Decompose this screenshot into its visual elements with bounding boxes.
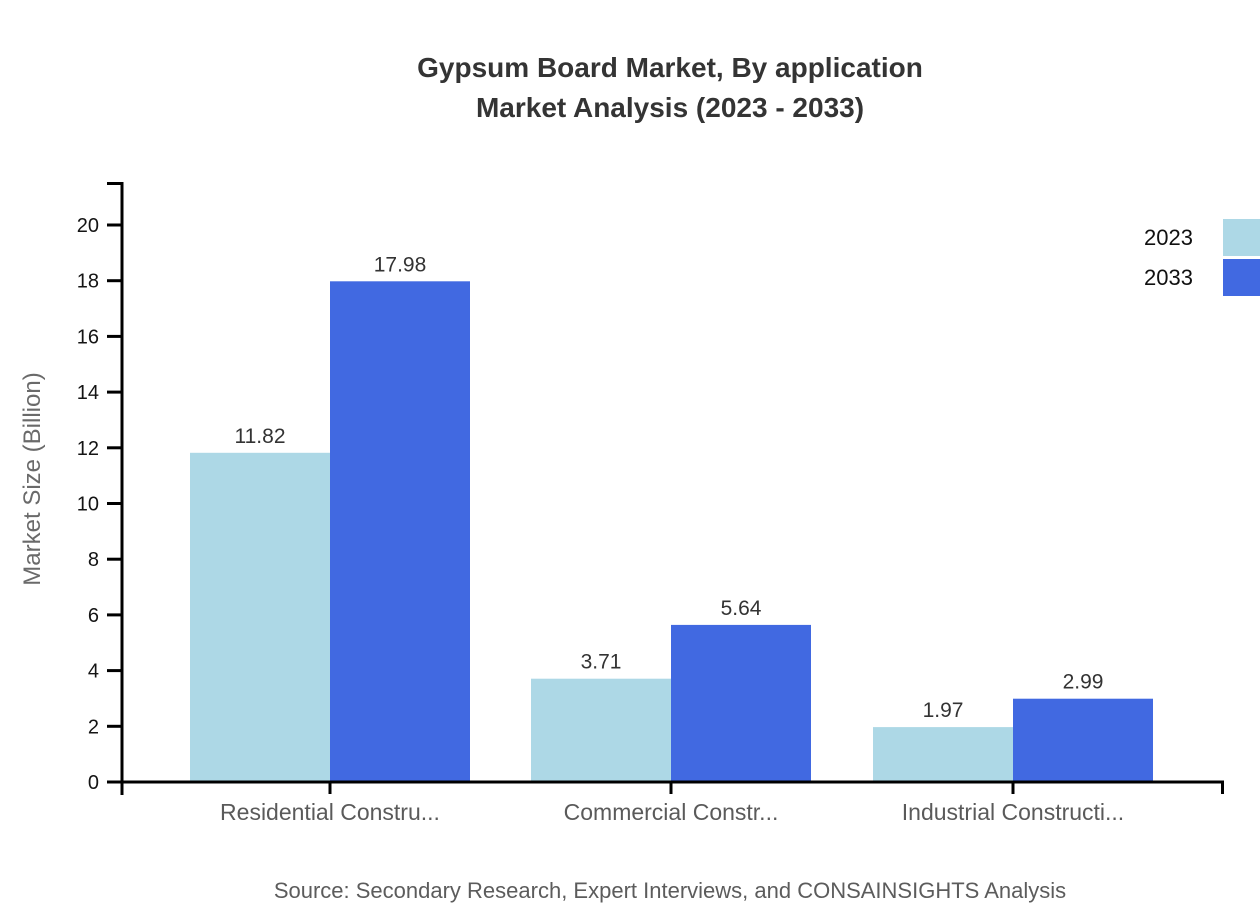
chart-title-line2: Market Analysis (2023 - 2033) bbox=[475, 92, 865, 123]
bar-value-label: 11.82 bbox=[235, 425, 286, 448]
y-tick-label: 20 bbox=[77, 215, 99, 237]
legend-item-2033: 2033 bbox=[1144, 259, 1260, 296]
legend: 2023 2033 bbox=[1144, 219, 1260, 296]
y-tick-label: 16 bbox=[77, 326, 99, 348]
bar-2033-cat2 bbox=[1013, 698, 1153, 782]
bar-2023-cat0 bbox=[190, 452, 330, 782]
y-tick-label: 0 bbox=[88, 772, 99, 794]
x-category-label: Commercial Constr... bbox=[564, 799, 779, 825]
bar-value-label: 1.97 bbox=[923, 699, 964, 722]
y-axis-label: Market Size (Billion) bbox=[19, 372, 46, 586]
legend-swatch-2033-icon bbox=[1223, 259, 1260, 296]
bar-value-label: 17.98 bbox=[374, 253, 427, 276]
bar-2023-cat1 bbox=[531, 678, 671, 782]
legend-label-2023: 2023 bbox=[1144, 224, 1193, 250]
y-tick-label: 6 bbox=[88, 605, 99, 627]
y-tick-label: 18 bbox=[77, 271, 99, 293]
y-tick-label: 10 bbox=[77, 494, 99, 516]
bar-2033-cat1 bbox=[671, 624, 811, 782]
y-tick-label: 4 bbox=[88, 661, 99, 683]
y-tick-label: 8 bbox=[88, 549, 99, 571]
bar-2033-cat0 bbox=[330, 281, 470, 782]
bar-value-label: 2.99 bbox=[1063, 671, 1104, 694]
bar-value-label: 3.71 bbox=[581, 651, 622, 674]
legend-item-2023: 2023 bbox=[1144, 219, 1260, 256]
legend-label-2033: 2033 bbox=[1144, 264, 1193, 290]
bar-value-label: 5.64 bbox=[721, 597, 762, 620]
x-category-label: Residential Constru... bbox=[220, 799, 440, 825]
chart-title-line1: Gypsum Board Market, By application bbox=[417, 52, 923, 83]
x-category-label: Industrial Constructi... bbox=[902, 799, 1124, 825]
y-tick-label: 12 bbox=[77, 438, 99, 460]
chart-title: Gypsum Board Market, By application Mark… bbox=[80, 48, 1260, 128]
legend-swatch-2023-icon bbox=[1223, 219, 1260, 256]
y-tick-label: 2 bbox=[88, 716, 99, 738]
bar-2023-cat2 bbox=[873, 727, 1013, 782]
y-tick-label: 14 bbox=[77, 382, 99, 404]
source-line: Source: Secondary Research, Expert Inter… bbox=[273, 878, 1067, 903]
